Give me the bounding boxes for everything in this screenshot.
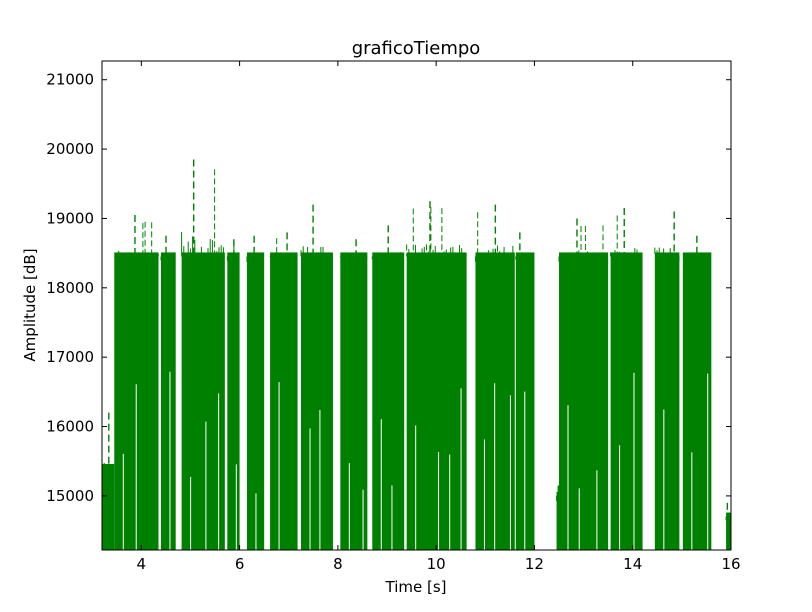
series-burst-17 [682,235,712,550]
burst-body-5 [246,252,265,550]
burst-body-7 [301,252,333,550]
series-burst-9 [371,225,405,550]
series-burst-5 [246,235,265,550]
series-burst-15 [610,208,643,550]
y-tick-label-0: 15000 [46,487,94,505]
burst-body-13 [556,491,560,550]
series-burst-0 [101,412,115,584]
burst-body-10 [406,252,467,550]
x-tick-label-1: 6 [235,555,245,573]
plot-area [101,60,732,584]
y-tick-label-1: 16000 [46,418,94,436]
burst-body-18 [726,512,731,550]
y-axis: 15000 16000 17000 18000 19000 20000 21000 [46,71,731,505]
y-axis-label: Amplitude [dB] [21,248,39,361]
series-burst-6 [269,232,298,550]
series-burst-16 [654,211,680,550]
series-burst-1 [113,214,159,550]
series-burst-8 [339,239,368,550]
plot-frame [101,60,732,551]
x-tick-label-5: 14 [623,555,642,573]
series-burst-10 [406,201,467,550]
burst-body-0 [102,463,115,550]
series-burst-12 [515,232,535,550]
burst-body-2 [160,252,176,550]
burst-body-4 [227,252,240,550]
burst-body-15 [610,252,643,550]
series-burst-2 [160,235,176,550]
x-axis: 4 6 8 10 12 14 16 [137,61,741,573]
y-tick-label-4: 19000 [46,209,94,227]
chart-title: graficoTiempo [352,38,481,59]
series-burst-7 [300,204,333,550]
series-burst-14 [558,218,609,550]
y-tick-label-6: 21000 [46,71,94,89]
burst-body-14 [559,252,609,550]
x-tick-label-0: 4 [137,555,147,573]
burst-body-6 [270,252,298,550]
y-tick-label-3: 18000 [46,279,94,297]
burst-body-3 [181,252,225,550]
series-burst-18 [725,502,731,550]
y-tick-label-5: 20000 [46,140,94,158]
x-tick-label-2: 8 [333,555,343,573]
y-tick-label-2: 17000 [46,348,94,366]
series-burst-11 [474,204,515,550]
x-tick-label-3: 10 [427,555,446,573]
burst-body-16 [654,252,680,550]
burst-body-9 [372,252,405,550]
series-burst-4 [226,239,240,550]
series-burst-13 [556,485,560,550]
series-burst-3 [181,159,225,550]
x-tick-label-4: 12 [525,555,544,573]
series-layer [101,159,731,584]
burst-body-17 [682,252,712,550]
x-axis-label: Time [s] [385,578,447,596]
x-tick-label-6: 16 [721,555,740,573]
